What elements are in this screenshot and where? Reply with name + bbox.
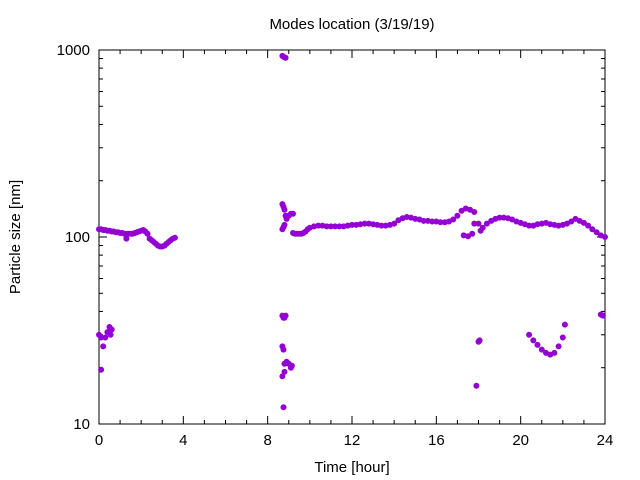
data-point bbox=[171, 234, 178, 241]
data-point bbox=[580, 219, 587, 226]
data-point bbox=[526, 331, 533, 338]
x-tick-label: 16 bbox=[428, 432, 445, 449]
y-tick-label: 10 bbox=[73, 416, 90, 433]
data-point bbox=[107, 331, 114, 338]
data-point bbox=[530, 337, 537, 344]
data-point bbox=[593, 229, 600, 236]
y-tick-label: 1000 bbox=[57, 42, 90, 59]
data-point bbox=[280, 346, 287, 353]
data-point bbox=[123, 235, 130, 242]
data-point bbox=[475, 220, 482, 227]
x-tick-label: 24 bbox=[597, 432, 614, 449]
data-point bbox=[473, 382, 480, 389]
data-points bbox=[96, 52, 609, 411]
data-point bbox=[602, 233, 609, 240]
data-point bbox=[98, 366, 105, 373]
data-point bbox=[561, 321, 568, 328]
x-tick-label: 20 bbox=[512, 432, 529, 449]
data-point bbox=[589, 226, 596, 233]
x-tick-label: 12 bbox=[344, 432, 361, 449]
data-point bbox=[479, 224, 486, 231]
x-tick-label: 4 bbox=[179, 432, 187, 449]
x-tick-label: 8 bbox=[263, 432, 271, 449]
data-point bbox=[551, 349, 558, 356]
data-point bbox=[289, 210, 296, 217]
data-point bbox=[469, 230, 476, 237]
data-point bbox=[559, 334, 566, 341]
data-point bbox=[144, 230, 151, 237]
data-point bbox=[534, 341, 541, 348]
x-tick-label: 0 bbox=[95, 432, 103, 449]
x-axis-label: Time [hour] bbox=[314, 459, 389, 476]
data-point bbox=[282, 54, 289, 61]
y-tick-label: 100 bbox=[65, 229, 90, 246]
data-point bbox=[483, 220, 490, 227]
data-point bbox=[599, 312, 606, 319]
y-axis-label: Particle size [nm] bbox=[7, 180, 24, 294]
data-point bbox=[108, 326, 115, 333]
data-point bbox=[538, 346, 545, 353]
data-point bbox=[282, 312, 289, 319]
data-point bbox=[281, 221, 288, 228]
data-point bbox=[450, 216, 457, 223]
data-point bbox=[471, 208, 478, 215]
data-point bbox=[585, 222, 592, 229]
data-point bbox=[476, 337, 483, 344]
data-point bbox=[281, 206, 288, 213]
data-point bbox=[454, 212, 461, 219]
data-point bbox=[100, 343, 107, 350]
data-point bbox=[288, 362, 295, 369]
axis-tick-labels: 0 4 8 12 16 20 24 10 100 1000 bbox=[57, 42, 614, 449]
data-point bbox=[281, 368, 288, 375]
chart-title: Modes location (3/19/19) bbox=[269, 16, 434, 33]
data-point bbox=[555, 343, 562, 350]
data-point bbox=[280, 404, 287, 411]
data-point bbox=[568, 218, 575, 225]
data-point bbox=[102, 334, 109, 341]
data-point bbox=[391, 220, 398, 227]
